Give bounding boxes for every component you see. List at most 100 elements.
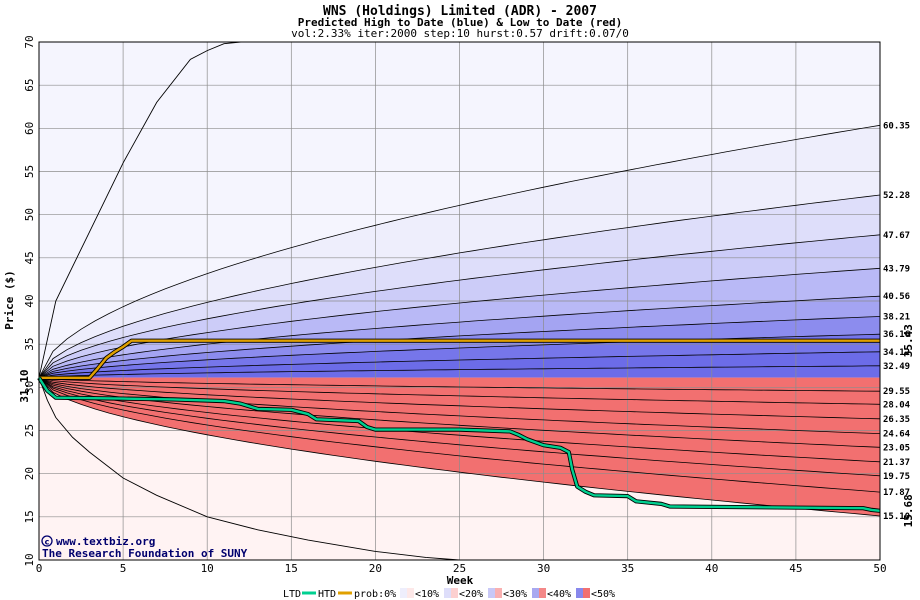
legend-bin-label: <50% bbox=[591, 589, 615, 600]
watermark: c www.textbiz.org The Research Foundatio… bbox=[41, 535, 248, 560]
copyright-glyph: c bbox=[45, 538, 50, 547]
y-tick-label: 10 bbox=[23, 553, 36, 566]
band-end-label: 26.35 bbox=[883, 415, 910, 425]
ltd-end-label: 15.68 bbox=[902, 494, 915, 527]
band-end-label: 60.35 bbox=[883, 121, 910, 131]
legend-swatch-red bbox=[495, 588, 502, 598]
band-end-label: 15.10 bbox=[883, 512, 910, 522]
low-band-line-1 bbox=[38, 377, 881, 392]
band-end-label: 43.79 bbox=[883, 264, 910, 274]
chart-params: vol:2.33% iter:2000 step:10 hurst:0.57 d… bbox=[291, 27, 629, 40]
low-band-line-7 bbox=[38, 377, 881, 477]
low-band-line-3 bbox=[38, 377, 881, 420]
legend-swatch-red bbox=[451, 588, 458, 598]
legend-swatch-red bbox=[407, 588, 414, 598]
y-tick-label: 35 bbox=[23, 338, 36, 351]
band-end-label: 28.04 bbox=[883, 400, 911, 410]
high-band-line-6 bbox=[38, 316, 881, 379]
band-end-label: 34.12 bbox=[883, 348, 910, 358]
outer-high-line bbox=[38, 41, 246, 378]
legend-bin-label: <40% bbox=[547, 589, 571, 600]
band-end-label: 38.21 bbox=[883, 312, 910, 322]
x-tick-label: 20 bbox=[369, 562, 382, 575]
y-tick-label: 30 bbox=[23, 381, 36, 394]
legend-swatch-red bbox=[539, 588, 546, 598]
legend-prob-label: prob:0% bbox=[354, 589, 396, 600]
legend-swatch-blue bbox=[576, 588, 583, 598]
high-band-line-2 bbox=[38, 194, 881, 379]
high-band-line-9 bbox=[38, 365, 881, 379]
y-tick-label: 50 bbox=[23, 208, 36, 221]
watermark-url: www.textbiz.org bbox=[56, 535, 155, 548]
x-tick-label: 10 bbox=[201, 562, 214, 575]
x-axis-label: Week bbox=[447, 574, 474, 587]
watermark-org: The Research Foundation of SUNY bbox=[42, 547, 248, 560]
high-band-line-7 bbox=[38, 333, 881, 379]
copyright-icon bbox=[41, 535, 53, 547]
y-tick-label: 70 bbox=[23, 35, 36, 48]
x-tick-label: 5 bbox=[120, 562, 127, 575]
band-end-label: 19.75 bbox=[883, 472, 910, 482]
x-tick-label: 45 bbox=[789, 562, 802, 575]
htd-end-label: 35.43 bbox=[902, 324, 915, 357]
high-band-line-3 bbox=[38, 234, 881, 379]
plot-frame bbox=[38, 41, 881, 561]
y-tick-label: 45 bbox=[23, 251, 36, 264]
y-tick-label: 60 bbox=[23, 122, 36, 135]
y-axis-label: Price ($) bbox=[3, 270, 16, 330]
outer-low-line bbox=[38, 377, 460, 561]
x-tick-label: 25 bbox=[453, 562, 466, 575]
band-end-label: 40.56 bbox=[883, 292, 910, 302]
band-end-label: 24.64 bbox=[883, 430, 911, 440]
high-band-line-8 bbox=[38, 351, 881, 379]
legend-swatch-blue bbox=[444, 588, 451, 598]
legend-bin-label: <10% bbox=[415, 589, 439, 600]
ltd-series-line bbox=[37, 377, 881, 512]
htd-series-line bbox=[39, 339, 880, 379]
low-band-line-5 bbox=[38, 377, 881, 448]
x-tick-label: 30 bbox=[537, 562, 550, 575]
legend-ltd-label: LTD bbox=[283, 589, 301, 600]
y-tick-label: 25 bbox=[23, 424, 36, 437]
band-end-label: 36.16 bbox=[883, 330, 910, 340]
legend-bin-label: <20% bbox=[459, 589, 483, 600]
y-tick-label: 55 bbox=[23, 165, 36, 178]
series bbox=[37, 338, 881, 513]
band-end-label: 21.37 bbox=[883, 458, 910, 468]
band-boundaries bbox=[38, 41, 881, 561]
legend: LTD HTD prob:0% <10% <20% <30% <40% <50% bbox=[283, 588, 615, 600]
legend-swatch-red bbox=[583, 588, 590, 598]
x-tick-label: 50 bbox=[873, 562, 886, 575]
band-end-label: 52.28 bbox=[883, 191, 910, 201]
band-end-label: 23.05 bbox=[883, 443, 910, 453]
start-price-label: 31.10 bbox=[18, 369, 31, 402]
legend-htd-label: HTD bbox=[318, 589, 336, 600]
legend-swatch-blue bbox=[488, 588, 495, 598]
x-tick-label: 0 bbox=[36, 562, 43, 575]
low-band-line-9 bbox=[38, 377, 881, 517]
x-tick-label: 15 bbox=[285, 562, 298, 575]
low-band-line-6 bbox=[38, 377, 881, 463]
band-end-label: 29.55 bbox=[883, 387, 910, 397]
x-tick-label: 40 bbox=[705, 562, 718, 575]
chart-subtitle: Predicted High to Date (blue) & Low to D… bbox=[298, 16, 623, 29]
band-end-label: 32.49 bbox=[883, 362, 910, 372]
high-band-line-4 bbox=[38, 267, 881, 379]
high-band-line-5 bbox=[38, 295, 881, 379]
y-tick-label: 65 bbox=[23, 79, 36, 92]
legend-swatch-blue bbox=[400, 588, 407, 598]
y-tick-label: 15 bbox=[23, 510, 36, 523]
y-tick-label: 20 bbox=[23, 467, 36, 480]
x-tick-label: 35 bbox=[621, 562, 634, 575]
axes: 0 5 10 15 20 25 30 35 40 45 50 10 15 20 25 30 35 40 45 50 55… bbox=[23, 35, 915, 575]
band-end-label: 47.67 bbox=[883, 231, 910, 241]
legend-swatch-blue bbox=[532, 588, 539, 598]
low-band-line-2 bbox=[38, 377, 881, 405]
high-band-line-1 bbox=[38, 124, 881, 378]
low-band-line-8 bbox=[38, 377, 881, 493]
chart-title: WNS (Holdings) Limited (ADR) - 2007 bbox=[323, 4, 597, 19]
legend-bin-label: <30% bbox=[503, 589, 527, 600]
y-tick-label: 40 bbox=[23, 294, 36, 307]
band-end-label: 17.87 bbox=[883, 488, 910, 498]
